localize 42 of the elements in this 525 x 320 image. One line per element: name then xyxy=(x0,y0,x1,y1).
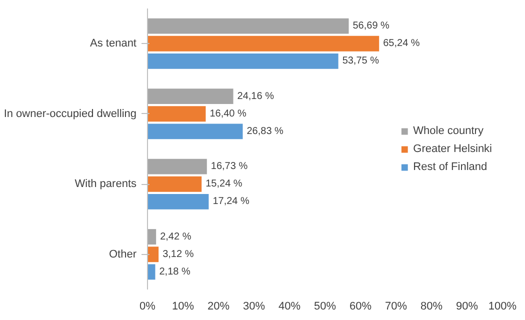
data-label: 16,73 % xyxy=(210,161,248,172)
y-tick-label: Other xyxy=(108,248,137,260)
y-tick-label: As tenant xyxy=(90,38,137,50)
legend-label: Greater Helsinki xyxy=(413,142,492,154)
bar xyxy=(148,176,202,192)
bar xyxy=(148,53,338,69)
bar xyxy=(148,229,156,245)
x-tick-label: 0% xyxy=(140,300,156,312)
data-label: 17,24 % xyxy=(212,196,250,208)
x-tick-label: 80% xyxy=(420,300,443,312)
data-label: 24,16 % xyxy=(237,90,274,102)
x-tick-label: 40% xyxy=(278,300,301,312)
x-tick-label: 90% xyxy=(456,300,478,312)
x-tick-label: 50% xyxy=(314,300,336,312)
data-label: 26,83 % xyxy=(246,126,284,137)
x-tick-label: 30% xyxy=(242,300,266,312)
data-label: 16,40 % xyxy=(210,108,247,120)
bar xyxy=(148,106,206,122)
bar xyxy=(148,158,207,174)
bar xyxy=(148,124,243,140)
y-tick-label: With parents xyxy=(74,178,137,190)
y-tick-label: In owner-occupied dwelling xyxy=(4,108,136,120)
bar xyxy=(148,36,380,52)
legend-label: Whole country xyxy=(413,124,484,136)
data-label: 2,42 % xyxy=(160,231,192,242)
data-label: 15,24 % xyxy=(206,178,242,190)
bar xyxy=(148,194,209,210)
data-label: 65,24 % xyxy=(383,38,420,50)
bar xyxy=(148,264,156,280)
legend-label: Rest of Finland xyxy=(413,160,488,172)
data-label: 3,12 % xyxy=(162,248,194,260)
x-tick-label: 70% xyxy=(384,300,408,312)
x-tick-label: 100% xyxy=(488,300,517,312)
x-tick-label: 10% xyxy=(172,300,194,312)
data-label: 56,69 % xyxy=(352,20,390,32)
data-label: 53,75 % xyxy=(342,56,380,67)
bar xyxy=(148,88,234,104)
bar xyxy=(148,246,159,262)
data-label: 2,18 % xyxy=(159,266,190,278)
x-tick-label: 60% xyxy=(349,300,372,312)
bar xyxy=(148,18,349,34)
x-tick-label: 20% xyxy=(207,300,230,312)
